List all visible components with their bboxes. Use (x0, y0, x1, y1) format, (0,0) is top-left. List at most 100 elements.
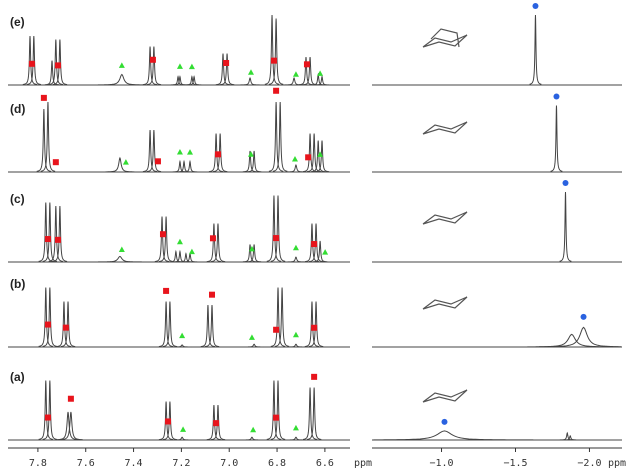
spectrum-peak (60, 301, 76, 348)
square-marker (311, 241, 318, 248)
spectrum-peak (310, 140, 326, 173)
x-tick-label: 7.0 (220, 458, 238, 469)
spectrum-peak (314, 75, 330, 86)
triangle-marker (291, 156, 298, 162)
panel-label: (a) (10, 370, 25, 384)
spectrum-peak (559, 191, 572, 262)
square-marker (303, 61, 310, 68)
triangle-marker (188, 63, 195, 70)
square-marker (44, 414, 51, 421)
spectrum-peak (158, 216, 174, 263)
panel-label: (e) (10, 15, 25, 29)
panel-label: (b) (10, 277, 25, 291)
spectrum-peak (314, 140, 330, 173)
spectrum-peak (286, 436, 306, 441)
spectrum-peak (268, 18, 284, 85)
spectrum-peak (270, 380, 286, 440)
spectrum-peak (48, 205, 64, 262)
square-marker (311, 324, 318, 331)
triangle-marker (187, 149, 194, 155)
square-marker (311, 373, 318, 380)
square-marker (52, 159, 59, 166)
square-marker (154, 158, 161, 165)
triangle-marker (176, 238, 183, 245)
spectrum-peak (242, 436, 262, 441)
spectrum-peak (200, 304, 216, 348)
square-marker (67, 395, 74, 402)
triangle-marker (292, 331, 299, 338)
spectrum-peak (38, 287, 54, 347)
spectrum-peak (208, 133, 224, 173)
spectrum-peak (304, 301, 320, 348)
square-marker (62, 324, 69, 331)
spectrum-peak (286, 164, 306, 173)
spectrum-peak (219, 53, 235, 86)
spectrum-peak (308, 301, 324, 348)
triangle-marker (292, 71, 299, 77)
spectrum-peak (162, 301, 178, 348)
x-tick-label: 7.2 (172, 458, 190, 469)
circle-marker (532, 3, 539, 9)
square-marker (54, 62, 61, 69)
spectrum-peak (142, 46, 158, 86)
panel-label: (c) (10, 192, 25, 206)
spectrum-peak (52, 205, 68, 262)
spectrum-peak (539, 326, 622, 348)
triangle-marker (188, 248, 195, 255)
spectrum-peak (48, 39, 64, 86)
spectrum-peak (298, 56, 314, 86)
spectrum-peak (529, 14, 542, 85)
molecule (422, 34, 468, 48)
spectrum-peak (162, 401, 178, 441)
triangle-marker (248, 334, 255, 340)
spectrum-peak (244, 343, 264, 348)
x-tick-label: −1.0 (429, 458, 453, 469)
square-marker (28, 60, 35, 67)
spectrum-peak (44, 60, 60, 86)
spectrum-peak (97, 73, 146, 86)
spectrum-peak (146, 129, 162, 173)
spectrum-peak (272, 101, 288, 172)
spectrum-peak (270, 287, 286, 347)
x-tick-label: 7.6 (77, 458, 95, 469)
square-marker (209, 291, 216, 298)
x-tick-label: −1.5 (503, 458, 527, 469)
spectrum-peak (40, 101, 56, 172)
spectrum-peak (52, 39, 68, 86)
square-marker (214, 151, 221, 158)
square-marker (40, 94, 47, 101)
spectrum-peak (26, 35, 42, 86)
spectrum-peak (158, 301, 174, 348)
spectrum-peak (284, 77, 304, 86)
spectrum-peak (206, 223, 222, 263)
square-marker (159, 231, 166, 238)
x-tick-label: −2.0 (577, 458, 601, 469)
spectrum-peak (286, 343, 306, 348)
square-marker (54, 236, 61, 243)
triangle-marker (118, 62, 125, 68)
triangle-marker (176, 63, 183, 69)
spectrum-peak (264, 14, 280, 85)
circle-marker (441, 418, 448, 425)
spectrum-peak (246, 244, 262, 263)
square-marker (149, 56, 156, 63)
spectrum-peak (308, 223, 324, 263)
spectrum-peak (306, 387, 322, 440)
square-marker (273, 235, 280, 242)
triangle-marker (322, 249, 329, 255)
spectrum-peak (58, 411, 83, 441)
square-marker (44, 236, 51, 243)
spectrum-peak (204, 304, 220, 348)
molecule (422, 296, 468, 310)
square-marker (270, 57, 277, 64)
triangle-marker (179, 332, 186, 339)
triangle-marker (247, 151, 254, 157)
molecule-ring (430, 28, 460, 48)
molecule (422, 211, 468, 225)
circle-marker (562, 180, 569, 186)
spectrum-peak (56, 301, 72, 348)
circle-marker (553, 93, 560, 100)
spectrum-peak (206, 404, 222, 441)
spectrum-peak (176, 159, 192, 173)
spectrum-peak (142, 129, 158, 173)
